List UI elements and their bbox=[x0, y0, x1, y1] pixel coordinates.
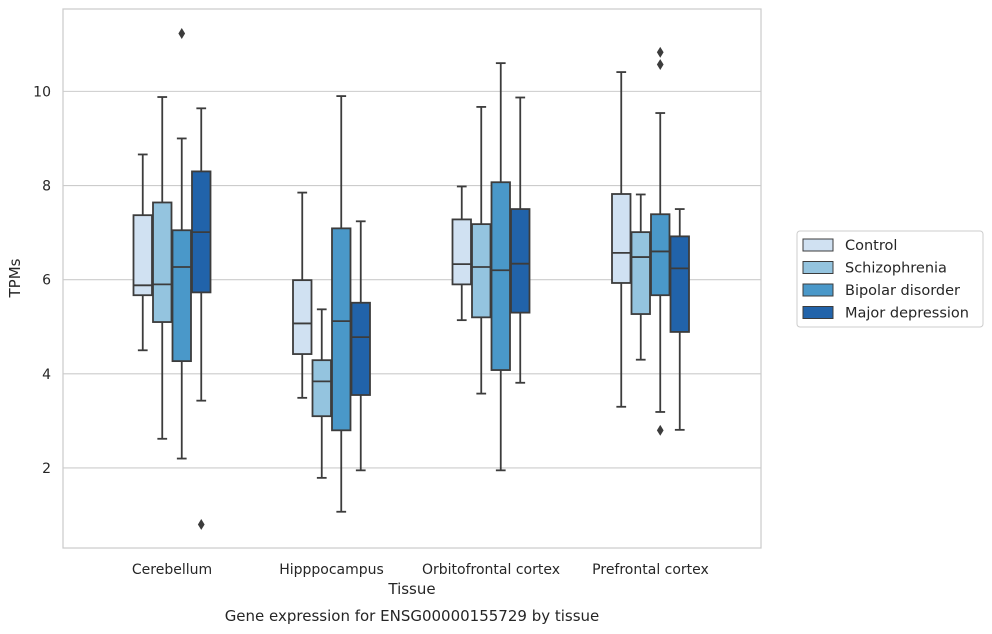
x-tick-label: Prefrontal cortex bbox=[592, 562, 709, 578]
y-tick-label: 10 bbox=[33, 84, 51, 100]
box-bipolar-disorder bbox=[171, 28, 192, 460]
outlier-point bbox=[656, 424, 664, 436]
box-bipolar-disorder bbox=[650, 46, 671, 436]
box-schizophrenia bbox=[311, 308, 332, 479]
plot-area-frame bbox=[62, 8, 762, 549]
legend-label: Bipolar disorder bbox=[845, 283, 960, 299]
box-schizophrenia bbox=[471, 106, 492, 395]
x-tick-label: Orbitofrontal cortex bbox=[422, 562, 560, 578]
x-axis-label: Tissue bbox=[387, 580, 435, 598]
box-iqr bbox=[451, 218, 472, 286]
box-control bbox=[292, 191, 313, 399]
box-iqr bbox=[490, 181, 511, 371]
y-tick-label: 4 bbox=[42, 367, 51, 383]
box-iqr bbox=[650, 213, 671, 297]
box-major-depression bbox=[510, 96, 531, 384]
outlier-point bbox=[656, 59, 664, 71]
box-schizophrenia bbox=[630, 193, 651, 361]
y-tick-label: 6 bbox=[42, 273, 51, 289]
y-tick-labels: 2 4 6 8 10 bbox=[33, 84, 51, 477]
y-tick-label: 8 bbox=[42, 179, 51, 195]
y-axis-label: TPMs bbox=[6, 258, 24, 298]
legend-label: Schizophrenia bbox=[845, 261, 947, 277]
box-iqr bbox=[152, 201, 173, 323]
box-iqr bbox=[669, 235, 690, 333]
box-iqr bbox=[311, 359, 332, 418]
y-tick-label: 2 bbox=[42, 461, 51, 477]
x-tick-labels: Cerebellum Hipppocampus Orbitofrontal cort… bbox=[132, 562, 709, 578]
box-bipolar-disorder bbox=[490, 62, 511, 472]
box-iqr bbox=[331, 227, 352, 432]
box-iqr bbox=[132, 214, 153, 297]
box-control bbox=[451, 185, 472, 322]
box-iqr bbox=[292, 279, 313, 355]
outlier-point bbox=[197, 519, 205, 530]
box-iqr bbox=[611, 193, 632, 284]
legend-swatch bbox=[802, 238, 834, 252]
legend-swatch bbox=[802, 261, 834, 274]
x-tick-label: Cerebellum bbox=[132, 562, 212, 578]
box-iqr bbox=[171, 229, 192, 363]
outlier-point bbox=[656, 46, 664, 58]
box-series bbox=[132, 28, 690, 530]
box-control bbox=[611, 71, 632, 408]
box-control bbox=[132, 153, 153, 352]
figure-caption: Gene expression for ENSG00000155729 by t… bbox=[225, 607, 600, 625]
legend-label: Major depression bbox=[845, 306, 969, 322]
box-iqr bbox=[630, 231, 651, 315]
box-major-depression bbox=[669, 208, 690, 431]
box-iqr bbox=[471, 223, 492, 319]
box-schizophrenia bbox=[152, 96, 173, 440]
legend-label: Control bbox=[845, 238, 897, 254]
legend: Control Schizophrenia Bipolar disorder Majo… bbox=[796, 230, 984, 328]
legend-swatch bbox=[802, 283, 834, 297]
legend-frame bbox=[796, 230, 984, 328]
outlier-point bbox=[178, 28, 186, 39]
legend-swatch bbox=[802, 306, 834, 319]
box-major-depression bbox=[191, 107, 212, 530]
box-major-depression bbox=[350, 220, 371, 472]
box-iqr bbox=[350, 301, 371, 396]
x-tick-label: Hipppocampus bbox=[279, 562, 384, 578]
box-bipolar-disorder bbox=[331, 95, 352, 513]
box-iqr bbox=[510, 208, 531, 314]
